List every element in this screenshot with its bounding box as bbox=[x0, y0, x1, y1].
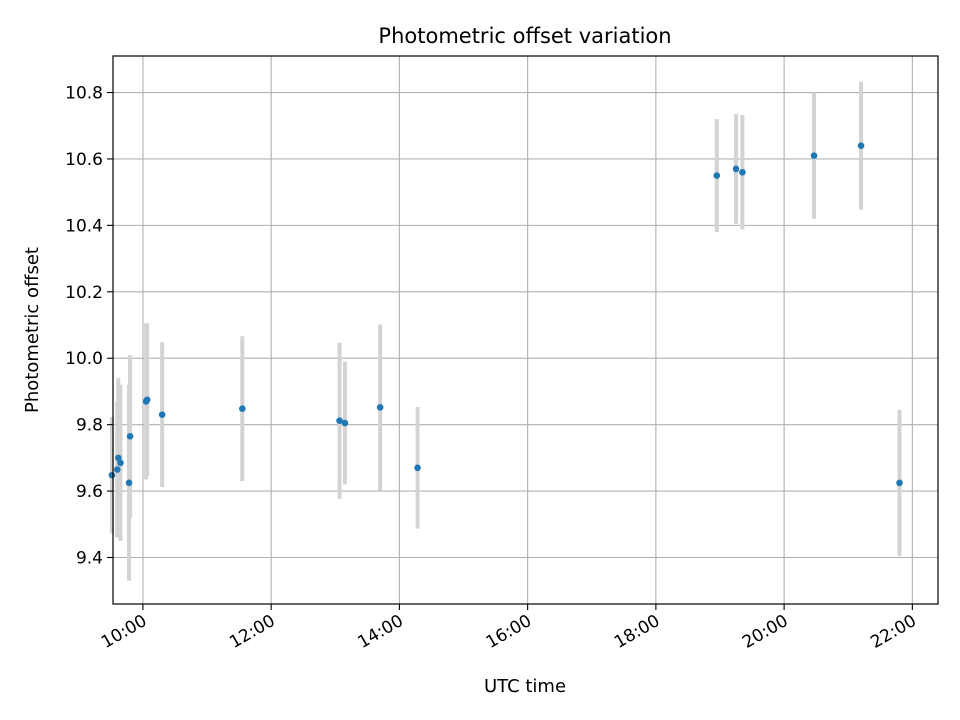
data-point bbox=[158, 411, 166, 418]
data-point bbox=[239, 405, 246, 413]
y-tick-label: 9.8 bbox=[76, 416, 103, 436]
data-point bbox=[126, 432, 134, 440]
data-point bbox=[810, 152, 818, 159]
data-point bbox=[117, 459, 124, 467]
y-tick-label: 10.8 bbox=[65, 84, 103, 104]
y-axis-ticks: 9.4 9.6 9.8 10.0 10.2 10.4 10.6 10.8 bbox=[65, 84, 113, 569]
y-tick-label: 10.2 bbox=[65, 283, 103, 303]
data-point bbox=[414, 464, 421, 472]
data-point bbox=[896, 479, 903, 487]
data-point bbox=[336, 417, 343, 424]
y-tick-label: 9.6 bbox=[76, 482, 103, 502]
data-point bbox=[739, 168, 746, 176]
plot-frame bbox=[112, 55, 939, 605]
data-point bbox=[376, 404, 384, 411]
grid-layer bbox=[113, 56, 938, 604]
data-point bbox=[732, 165, 740, 173]
data-point bbox=[341, 419, 349, 427]
y-axis-label: Photometric offset bbox=[22, 247, 43, 413]
y-tick-label: 10.6 bbox=[65, 150, 103, 170]
data-point bbox=[108, 471, 116, 479]
data-point bbox=[857, 142, 865, 149]
y-tick-label: 10.0 bbox=[65, 349, 103, 369]
x-axis-label: UTC time bbox=[484, 676, 566, 697]
data-point bbox=[713, 172, 721, 179]
y-tick-label: 10.4 bbox=[65, 216, 103, 236]
data-point bbox=[125, 479, 133, 487]
data-point bbox=[113, 466, 121, 473]
data-point bbox=[115, 454, 122, 462]
chart-title: Photometric offset variation bbox=[378, 24, 671, 48]
data-point bbox=[143, 396, 151, 404]
y-tick-label: 9.4 bbox=[76, 549, 103, 569]
